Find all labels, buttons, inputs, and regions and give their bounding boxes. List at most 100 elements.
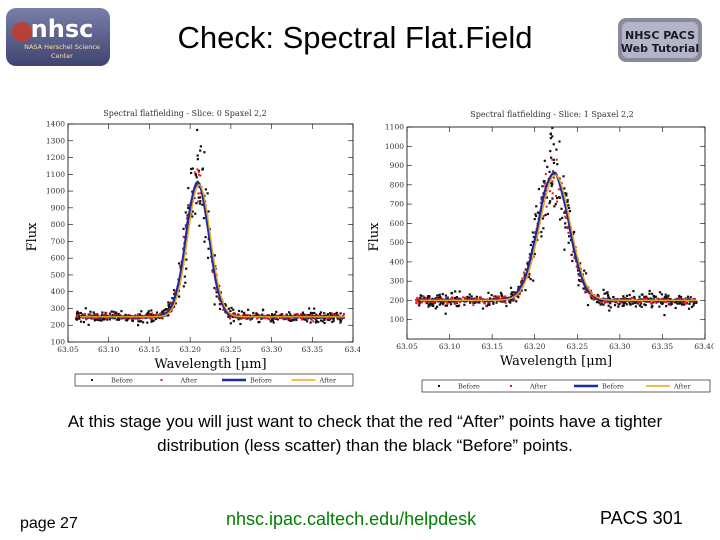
before-point — [640, 305, 643, 308]
before-point — [590, 297, 594, 300]
after-point — [151, 316, 154, 319]
before-point — [147, 312, 150, 315]
before-point — [276, 318, 279, 321]
after-point — [552, 169, 555, 172]
before-point — [78, 316, 81, 320]
after-point — [199, 192, 202, 195]
after-point — [131, 317, 134, 320]
after-point — [306, 314, 309, 317]
before-point — [515, 300, 518, 303]
legend-label: Before — [602, 382, 624, 390]
y-axis-label: Flux — [367, 222, 382, 252]
after-point — [504, 296, 507, 299]
legend-box — [74, 373, 354, 387]
before-point — [331, 320, 334, 324]
before-point — [551, 126, 554, 130]
y-tick-label: 900 — [390, 161, 405, 170]
after-point — [539, 201, 542, 204]
before-point — [155, 311, 159, 314]
after-point — [643, 297, 646, 300]
after-point — [214, 288, 217, 291]
after-point — [197, 192, 200, 195]
before-point — [271, 314, 275, 317]
before-point — [444, 294, 447, 297]
before-point — [229, 322, 232, 325]
before-point — [544, 193, 547, 196]
after-point — [475, 297, 478, 300]
before-point — [219, 291, 223, 294]
after-point — [260, 314, 263, 317]
after-point — [267, 318, 270, 321]
before-point — [567, 241, 570, 244]
before-point — [650, 306, 653, 309]
before-point — [93, 313, 96, 316]
svg-text:NHSC PACS: NHSC PACS — [625, 29, 695, 42]
before-point — [146, 321, 149, 324]
after-point — [513, 298, 516, 301]
before-point — [314, 321, 318, 324]
before-point — [540, 235, 543, 238]
before-point — [78, 315, 81, 318]
before-point — [232, 308, 235, 311]
before-point — [527, 276, 531, 279]
after-point — [75, 315, 78, 318]
before-point — [579, 262, 582, 265]
after-point — [555, 158, 558, 161]
before-point — [628, 293, 631, 297]
after-point — [196, 168, 199, 171]
before-point — [455, 296, 458, 299]
after-point — [312, 320, 315, 323]
before-point — [571, 259, 574, 263]
before-point — [309, 312, 312, 315]
before-point — [421, 295, 424, 298]
after-point — [606, 301, 609, 304]
before-point — [624, 301, 627, 304]
before-point — [441, 298, 444, 301]
svg-text:Web Tutorial: Web Tutorial — [621, 42, 699, 55]
before-point — [102, 318, 106, 321]
before-point — [115, 318, 119, 321]
after-point — [684, 297, 687, 300]
after-point — [148, 314, 151, 317]
after-point — [244, 317, 247, 320]
before-point — [531, 231, 534, 234]
before-point — [195, 202, 198, 205]
before-point — [167, 303, 171, 307]
before-point — [534, 213, 537, 216]
after-point — [572, 250, 575, 253]
before-point — [596, 293, 599, 297]
before-point — [590, 296, 593, 299]
before-point — [679, 295, 683, 299]
before-point — [582, 287, 585, 290]
after-point — [416, 300, 419, 303]
before-point — [631, 302, 634, 305]
plot-frame — [406, 126, 706, 340]
y-tick-label: 400 — [390, 257, 405, 266]
after-point — [544, 173, 547, 176]
x-tick-label: 63.40 — [694, 342, 714, 351]
before-point — [607, 304, 610, 307]
y-tick-label: 600 — [51, 254, 66, 263]
after-point — [211, 270, 214, 273]
after-point — [585, 289, 588, 292]
after-point — [232, 311, 235, 314]
before-point — [140, 320, 143, 323]
before-point — [560, 207, 563, 210]
after-point — [136, 314, 139, 317]
after-point — [490, 298, 493, 301]
after-point — [199, 174, 202, 177]
before-point — [552, 161, 556, 165]
helpdesk-link[interactable]: nhsc.ipac.caltech.edu/helpdesk — [226, 509, 477, 529]
after-point — [415, 298, 418, 301]
after-point — [342, 312, 345, 315]
after-point — [316, 314, 319, 317]
after-point — [650, 302, 653, 305]
before-point — [602, 303, 605, 306]
after-point — [663, 300, 666, 303]
before-point — [168, 306, 171, 309]
after-point — [494, 297, 497, 300]
before-point — [625, 294, 629, 297]
before-point — [272, 321, 275, 324]
after-point — [481, 300, 484, 303]
after-point — [193, 171, 196, 174]
